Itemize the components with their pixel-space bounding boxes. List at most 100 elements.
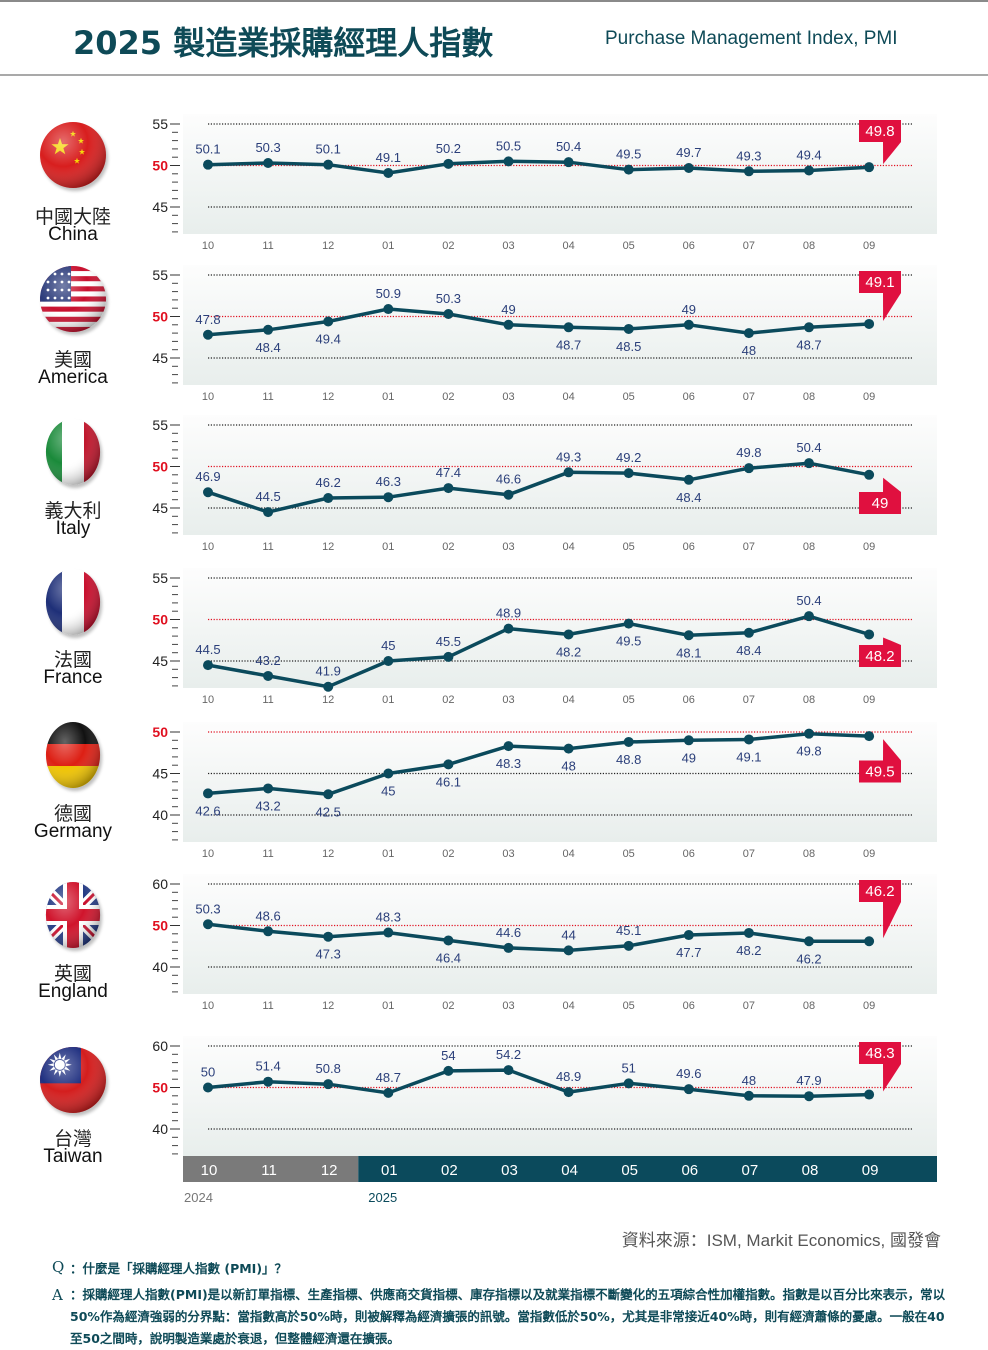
callout-tail xyxy=(883,739,901,761)
series-line xyxy=(207,307,870,337)
x-tick-label: 02 xyxy=(442,391,454,403)
x-tick-label: 09 xyxy=(863,240,875,252)
x-tick-label: 12 xyxy=(321,1162,338,1179)
china-flag-icon xyxy=(40,122,108,191)
data-label: 48 xyxy=(742,1073,756,1088)
country-name-zh: 法國 xyxy=(53,649,92,671)
y-tick-label: 40 xyxy=(152,959,168,975)
callout-tail xyxy=(883,637,901,645)
data-label: 46.2 xyxy=(796,951,821,966)
data-label: 51.4 xyxy=(255,1059,280,1074)
x-tick-label: 05 xyxy=(623,694,635,706)
data-point xyxy=(203,487,213,498)
flag-shine xyxy=(45,419,101,485)
data-label: 50.1 xyxy=(316,142,341,157)
data-label: 46.4 xyxy=(436,950,461,965)
taiwan-flag-icon xyxy=(40,1047,108,1116)
y-tick-label: 45 xyxy=(152,653,168,669)
data-point xyxy=(563,743,574,754)
data-point xyxy=(443,309,454,320)
data-point xyxy=(623,323,634,334)
data-point xyxy=(443,759,454,770)
x-tick-label: 12 xyxy=(322,391,334,403)
y-tick-label: 50 xyxy=(152,1080,168,1096)
data-point xyxy=(683,630,694,641)
callout-box xyxy=(859,492,901,514)
panel-taiwan: 60 50 40 50 51.4 50.8 48.7 54 54.2 48.9 51 49.6 48 47… xyxy=(40,1036,937,1205)
x-tick-label: 08 xyxy=(803,848,815,860)
data-point xyxy=(203,159,213,170)
data-point xyxy=(683,162,694,173)
latest-callout: 49 xyxy=(859,477,901,514)
data-label: 44.5 xyxy=(255,489,280,504)
data-label: 46.2 xyxy=(316,475,341,490)
x-tick-label: 02 xyxy=(442,848,454,860)
data-point xyxy=(623,1078,634,1089)
callout-value: 49.8 xyxy=(865,123,894,140)
x-tick-label: 05 xyxy=(623,848,635,860)
x-tick-label: 08 xyxy=(803,694,815,706)
data-point xyxy=(623,940,634,951)
x-tick-label: 05 xyxy=(621,1162,638,1179)
plot-background xyxy=(183,114,937,234)
flag-shine xyxy=(40,1047,106,1113)
callout-box xyxy=(859,760,901,783)
data-label: 45.1 xyxy=(616,923,641,938)
data-label: 50.4 xyxy=(796,593,821,608)
data-label: 48.4 xyxy=(736,643,761,658)
data-point xyxy=(864,731,875,742)
x-tick-label: 12 xyxy=(322,541,334,553)
country-name-zh: 義大利 xyxy=(44,500,102,522)
data-label: 44.5 xyxy=(195,642,220,657)
data-label: 49 xyxy=(682,302,696,317)
country-name-zh: 德國 xyxy=(53,803,92,825)
data-point xyxy=(203,1082,213,1093)
y-tick-label: 50 xyxy=(152,612,168,628)
data-point xyxy=(683,930,694,941)
data-point xyxy=(683,735,694,746)
answer-mark-label: A xyxy=(52,1286,63,1304)
data-point xyxy=(263,783,274,794)
data-label: 49.7 xyxy=(676,145,701,160)
callout-box xyxy=(859,880,901,902)
x-tick-label: 02 xyxy=(442,1000,454,1012)
data-label: 49 xyxy=(501,302,515,317)
x-tick-label: 09 xyxy=(862,1162,879,1179)
x-tick-label: 01 xyxy=(382,694,394,706)
y-tick-label: 50 xyxy=(152,918,168,934)
data-label: 47.8 xyxy=(195,312,220,327)
data-label: 48.2 xyxy=(556,644,581,659)
data-label: 50.9 xyxy=(376,286,401,301)
callout-tail xyxy=(883,477,901,492)
country-name-en: Taiwan xyxy=(43,1146,103,1167)
data-label: 41.9 xyxy=(316,664,341,679)
x-tick-label: 08 xyxy=(802,1162,819,1179)
x-tick-label: 03 xyxy=(502,848,514,860)
data-point xyxy=(263,324,274,335)
data-label: 43.2 xyxy=(255,653,280,668)
panel-america: 55 50 45 47.8 48.4 49.4 50.9 50.3 49 48.7 48.5 49 48… xyxy=(40,265,937,403)
data-point xyxy=(743,328,754,339)
latest-callout: 46.2 xyxy=(859,880,901,939)
data-point xyxy=(383,304,394,315)
data-point xyxy=(743,734,754,745)
data-label: 48.7 xyxy=(556,337,581,352)
data-label: 49.5 xyxy=(616,634,641,649)
callout-box xyxy=(859,645,901,667)
data-label: 42.5 xyxy=(316,804,341,819)
x-tick-label: 09 xyxy=(863,848,875,860)
x-tick-label: 12 xyxy=(322,848,334,860)
y-tick-label: 50 xyxy=(152,459,168,475)
x-tick-label: 12 xyxy=(322,240,334,252)
data-label: 44 xyxy=(561,927,575,942)
data-label: 50.5 xyxy=(496,138,521,153)
x-tick-label: 07 xyxy=(743,848,755,860)
data-label: 46.6 xyxy=(496,472,521,487)
data-label: 54.2 xyxy=(496,1047,521,1062)
data-point xyxy=(383,927,394,938)
data-point xyxy=(563,945,574,956)
latest-callout: 49.5 xyxy=(859,739,901,783)
data-point xyxy=(323,931,334,942)
flag-body xyxy=(45,722,101,788)
data-point xyxy=(503,1065,514,1076)
